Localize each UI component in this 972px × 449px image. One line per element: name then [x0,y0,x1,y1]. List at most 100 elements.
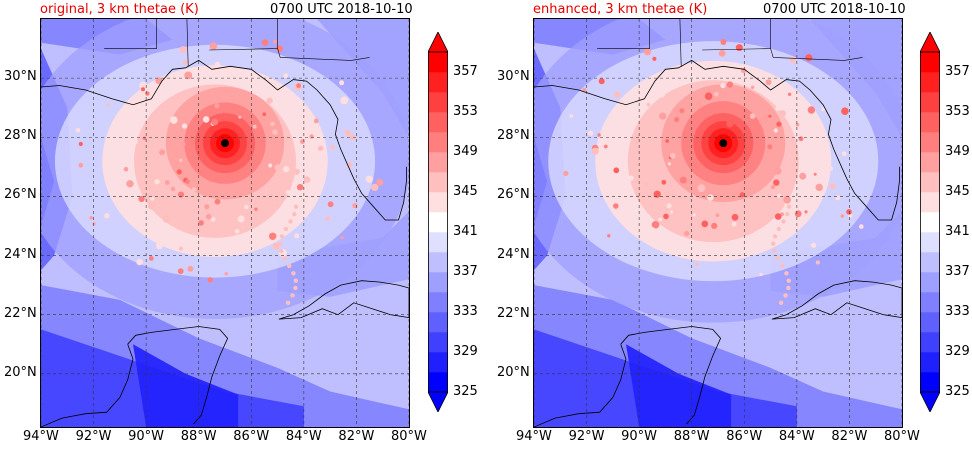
colorbar-over-extension [919,31,941,53]
convective-cell [591,147,599,155]
convective-cell [176,169,182,175]
lat-tick-label: 20°N [497,364,530,380]
convective-cell [646,102,651,107]
colorbar-segment [920,312,940,333]
colorbar-segment [920,152,940,173]
convective-cell [317,145,324,151]
convective-cell [214,61,221,68]
convective-cell [156,242,163,250]
rainband-cell [293,204,299,209]
coastline [41,344,134,427]
lon-tick-label: 86°W [726,429,763,444]
colorbar-tick-label: 349 [945,144,970,159]
convective-cell [138,195,145,203]
colorbar-segment [920,272,940,293]
convective-cell [704,92,713,100]
convective-cell [365,175,373,183]
convective-cell [139,81,147,90]
convective-cell [773,179,780,186]
colorbar-tick-label: 345 [945,184,970,199]
convective-cell [272,242,280,250]
convective-cell [209,42,218,50]
convective-cell [162,215,171,223]
convective-cell [184,71,193,80]
convective-cell [159,149,166,156]
convective-cell [123,166,129,172]
colorbar-segment [428,112,448,133]
convective-cell [141,87,145,92]
coastline-cuba [771,280,902,320]
rainband-cell [279,248,284,254]
lon-tick-label: 94°W [23,429,59,444]
convective-cell [340,235,344,240]
convective-cell [829,183,836,190]
convective-cell [106,103,110,107]
lon-tick-label: 82°W [338,429,375,444]
colorbar-segment [428,72,448,93]
convective-cell [811,167,817,173]
state-border [679,19,682,67]
coastline [41,59,407,221]
convective-cell [821,107,826,112]
dry-region [133,344,239,427]
colorbar-tick-label: 353 [453,104,478,119]
convective-cell [330,145,336,150]
coastline-cuba [278,280,409,320]
convective-cell [773,128,778,133]
colorbar-tick-label: 341 [945,224,970,239]
coastline [534,344,627,427]
convective-cell [841,107,849,115]
convective-cell [150,196,155,201]
rainband-cell [781,219,786,224]
convective-cell [309,134,314,139]
convective-cell [155,77,163,85]
convective-cell [262,112,267,116]
convective-cell [296,184,304,191]
convective-cell [305,149,312,156]
rainband-cell [784,271,789,276]
colorbar-segment [920,52,940,73]
panel-timestamp: 0700 UTC 2018-10-10 [270,2,413,17]
colorbar-tick-label: 341 [453,224,478,239]
rainband-cell [776,226,782,232]
convective-cell [787,92,792,97]
convective-cell [274,164,282,172]
convective-cell [765,79,772,86]
convective-cell [718,49,726,57]
map-canvas [534,19,902,427]
convective-cell [254,207,258,211]
convective-cell [774,213,782,220]
colorbar-segment [920,232,940,253]
convective-cell [701,220,709,228]
rainband-cell [772,248,777,254]
rainband-cell [282,256,287,261]
lon-tick-label: 90°W [128,429,165,444]
coastline [620,326,722,425]
convective-cell [848,213,853,218]
panel-title: enhanced, 3 km thetae (K) [533,2,708,17]
lat-tick-label: 26°N [4,187,37,203]
rainband-cell [288,219,293,224]
colorbar-segment [920,92,940,113]
convective-cell [666,203,672,209]
convective-cell [164,180,170,185]
rainband-cell [285,300,291,305]
lat-tick-label: 22°N [4,305,37,321]
convective-cell [805,54,813,62]
map-plot-enhanced [533,18,903,428]
convective-cell [205,213,212,220]
convective-cell [224,272,228,276]
colorbar-original [427,31,449,413]
lon-tick-label: 88°W [673,429,710,444]
convective-cell [707,194,714,201]
convective-cell [799,172,807,180]
convective-cell [613,203,619,209]
storm-center-marker [221,139,229,148]
state-border [702,19,771,51]
rainband-cell [291,271,296,276]
convective-cell [300,171,304,175]
convective-cell [696,101,702,107]
convective-cell [296,83,301,89]
colorbar-segment [428,52,448,73]
convective-cell [804,210,808,214]
